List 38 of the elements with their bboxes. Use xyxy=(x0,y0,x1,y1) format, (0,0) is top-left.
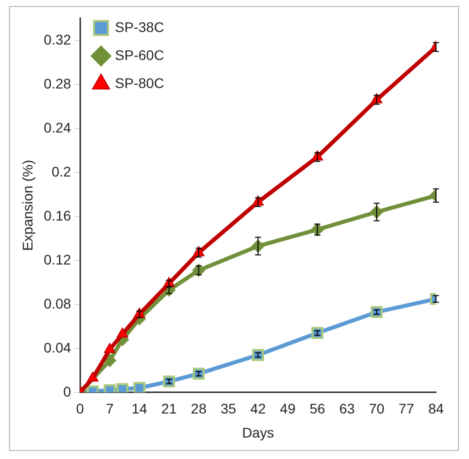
x-tick-label: 77 xyxy=(398,400,414,417)
point xyxy=(163,375,175,388)
point xyxy=(116,383,128,392)
x-tick-label: 21 xyxy=(161,400,178,417)
point xyxy=(252,349,264,361)
x-tick-label: 42 xyxy=(250,400,266,417)
point xyxy=(133,382,146,392)
y-tick-label: 0.24 xyxy=(44,119,72,136)
x-tick-label: 56 xyxy=(310,400,326,417)
y-tick-label: 0.2 xyxy=(52,163,72,180)
point xyxy=(311,327,324,339)
y-tick-label: 0.32 xyxy=(44,31,72,48)
x-tick-label: 70 xyxy=(368,400,385,417)
x-tick-label: 0 xyxy=(76,400,84,417)
point xyxy=(370,306,383,318)
y-tick-label: 0 xyxy=(63,383,72,400)
legend-label: SP-80C xyxy=(115,74,164,91)
legend-label: SP-60C xyxy=(115,46,164,63)
point xyxy=(87,372,98,382)
x-tick-label: 63 xyxy=(339,400,356,417)
x-tick-label: 28 xyxy=(190,400,207,417)
x-tick-label: 35 xyxy=(220,400,236,417)
y-tick-label: 0.04 xyxy=(44,339,72,356)
x-axis-title: Days xyxy=(242,424,274,440)
y-axis-title: Expansion (%) xyxy=(19,160,36,251)
x-tick-label: 14 xyxy=(132,400,148,417)
point xyxy=(104,343,116,353)
y-tick-label: 0.28 xyxy=(44,75,72,92)
x-tick-label: 7 xyxy=(106,400,114,417)
y-tick-label: 0.12 xyxy=(44,251,72,268)
x-tick-label: 49 xyxy=(280,400,296,417)
legend-label: SP-38C xyxy=(115,18,164,35)
y-tick-label: 0.08 xyxy=(44,295,72,312)
point xyxy=(192,368,205,380)
y-tick-label: 0.16 xyxy=(44,207,72,224)
point xyxy=(192,264,206,277)
point xyxy=(116,328,128,338)
x-tick-label: 84 xyxy=(428,400,444,417)
